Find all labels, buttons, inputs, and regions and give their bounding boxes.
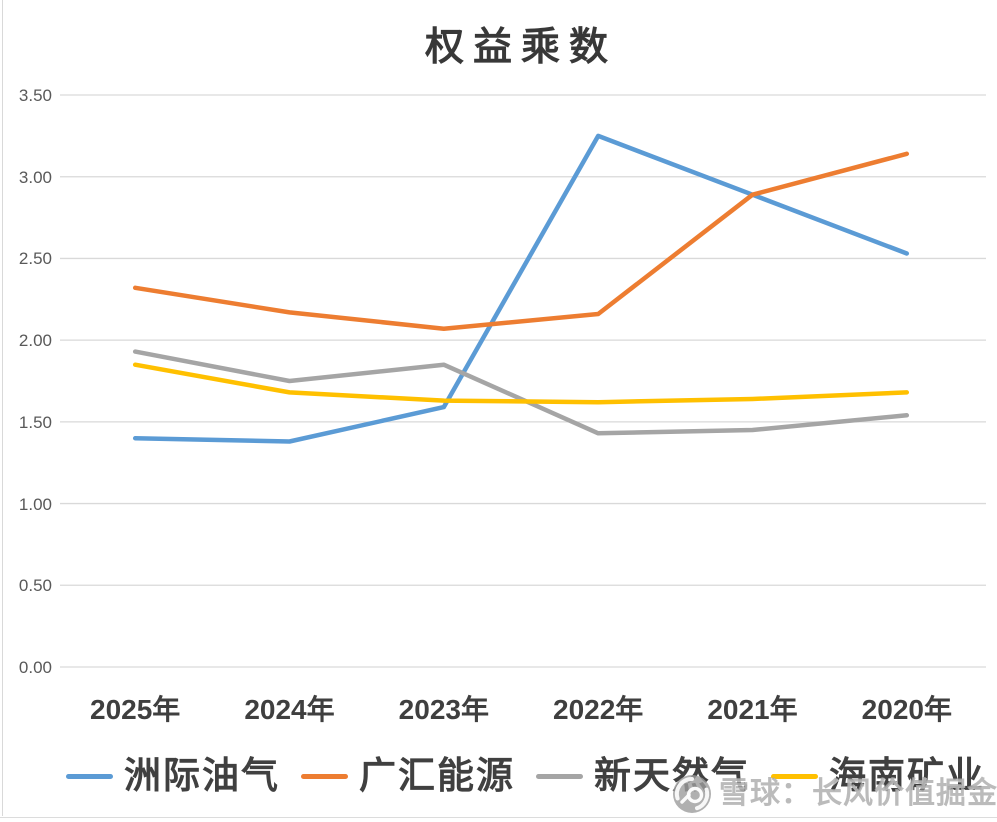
y-axis-tick-label: 0.00	[18, 658, 52, 677]
series-line-海南矿业	[132, 362, 910, 405]
legend-line-swatch	[536, 773, 583, 779]
legend-item-新天然气: 新天然气	[536, 758, 750, 795]
legend-label: 广汇能源	[359, 755, 515, 797]
x-axis-label: 2023年	[398, 694, 489, 725]
legend-line-swatch	[771, 773, 818, 779]
y-axis-tick-label: 1.50	[18, 412, 52, 432]
legend-label: 新天然气	[594, 755, 750, 797]
legend-label: 海南矿业	[829, 755, 985, 797]
bottom-border-line	[0, 817, 997, 818]
legend-item-洲际油气: 洲际油气	[66, 758, 280, 795]
legend-line-swatch	[301, 773, 348, 779]
series-line-洲际油气	[132, 133, 910, 444]
y-axis-tick-label: 2.00	[18, 331, 52, 351]
x-axis-label: 2020年	[861, 694, 952, 725]
y-axis-tick-label: 1.00	[18, 494, 52, 514]
series-line-新天然气	[132, 349, 910, 436]
x-axis-label: 2024年	[244, 694, 335, 725]
chart-title: 权益乘数	[424, 26, 617, 69]
chart-legend: 洲际油气 广汇能源 新天然气 海南矿业	[66, 750, 985, 802]
x-axis-label: 2025年	[90, 694, 181, 725]
x-axis-label: 2021年	[707, 694, 798, 725]
y-axis-tick-label: 3.50	[18, 86, 52, 105]
y-axis-tick-label: 2.50	[18, 249, 52, 269]
legend-label: 洲际油气	[124, 755, 280, 797]
legend-item-广汇能源: 广汇能源	[301, 758, 515, 795]
series-line-广汇能源	[132, 151, 910, 331]
x-axis-label: 2022年	[553, 694, 644, 725]
y-axis-tick-label: 0.50	[18, 576, 52, 596]
y-axis-tick-label: 3.00	[18, 167, 52, 187]
legend-item-海南矿业: 海南矿业	[771, 758, 985, 795]
left-border-line	[2, 0, 3, 816]
legend-line-swatch	[66, 773, 113, 779]
